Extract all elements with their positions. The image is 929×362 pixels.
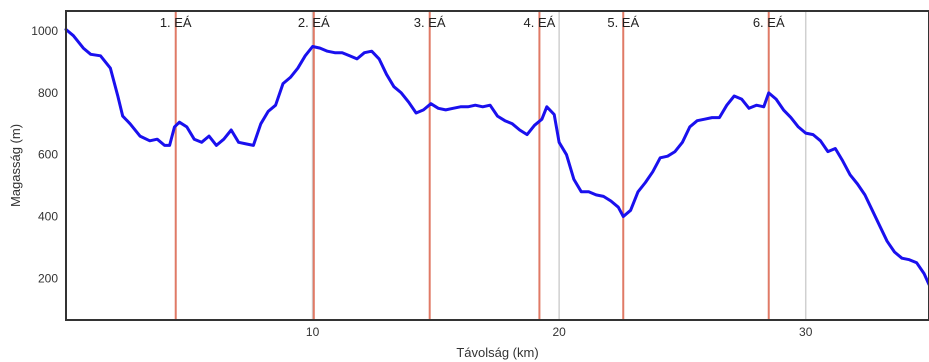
checkpoint-label: 3. EÁ: [414, 15, 446, 30]
checkpoint-label: 5. EÁ: [607, 15, 639, 30]
checkpoint-label: 1. EÁ: [160, 15, 192, 30]
checkpoint-label: 4. EÁ: [524, 15, 556, 30]
x-tick-label: 30: [799, 325, 813, 339]
plot-frame: [65, 10, 929, 321]
checkpoint-label: 2. EÁ: [298, 15, 330, 30]
y-axis-ticks: 200 400 600 800 1000: [31, 24, 58, 285]
elevation-line: [64, 28, 929, 286]
checkpoint-label: 6. EÁ: [753, 15, 785, 30]
y-tick-label: 800: [38, 86, 58, 100]
checkpoint-markers: 1. EÁ 2. EÁ 3. EÁ 4. EÁ 5. EÁ 6. EÁ: [160, 11, 785, 320]
grid-lines: [311, 11, 807, 320]
y-tick-label: 400: [38, 209, 58, 223]
x-axis-label: Távolság (km): [456, 345, 538, 360]
y-axis-label: Magasság (m): [8, 124, 23, 207]
y-tick-label: 1000: [31, 24, 58, 38]
x-tick-label: 20: [552, 325, 566, 339]
x-tick-label: 10: [306, 325, 320, 339]
y-tick-label: 600: [38, 148, 58, 162]
y-tick-label: 200: [38, 271, 58, 285]
x-axis-ticks: 10 20 30: [306, 325, 813, 339]
